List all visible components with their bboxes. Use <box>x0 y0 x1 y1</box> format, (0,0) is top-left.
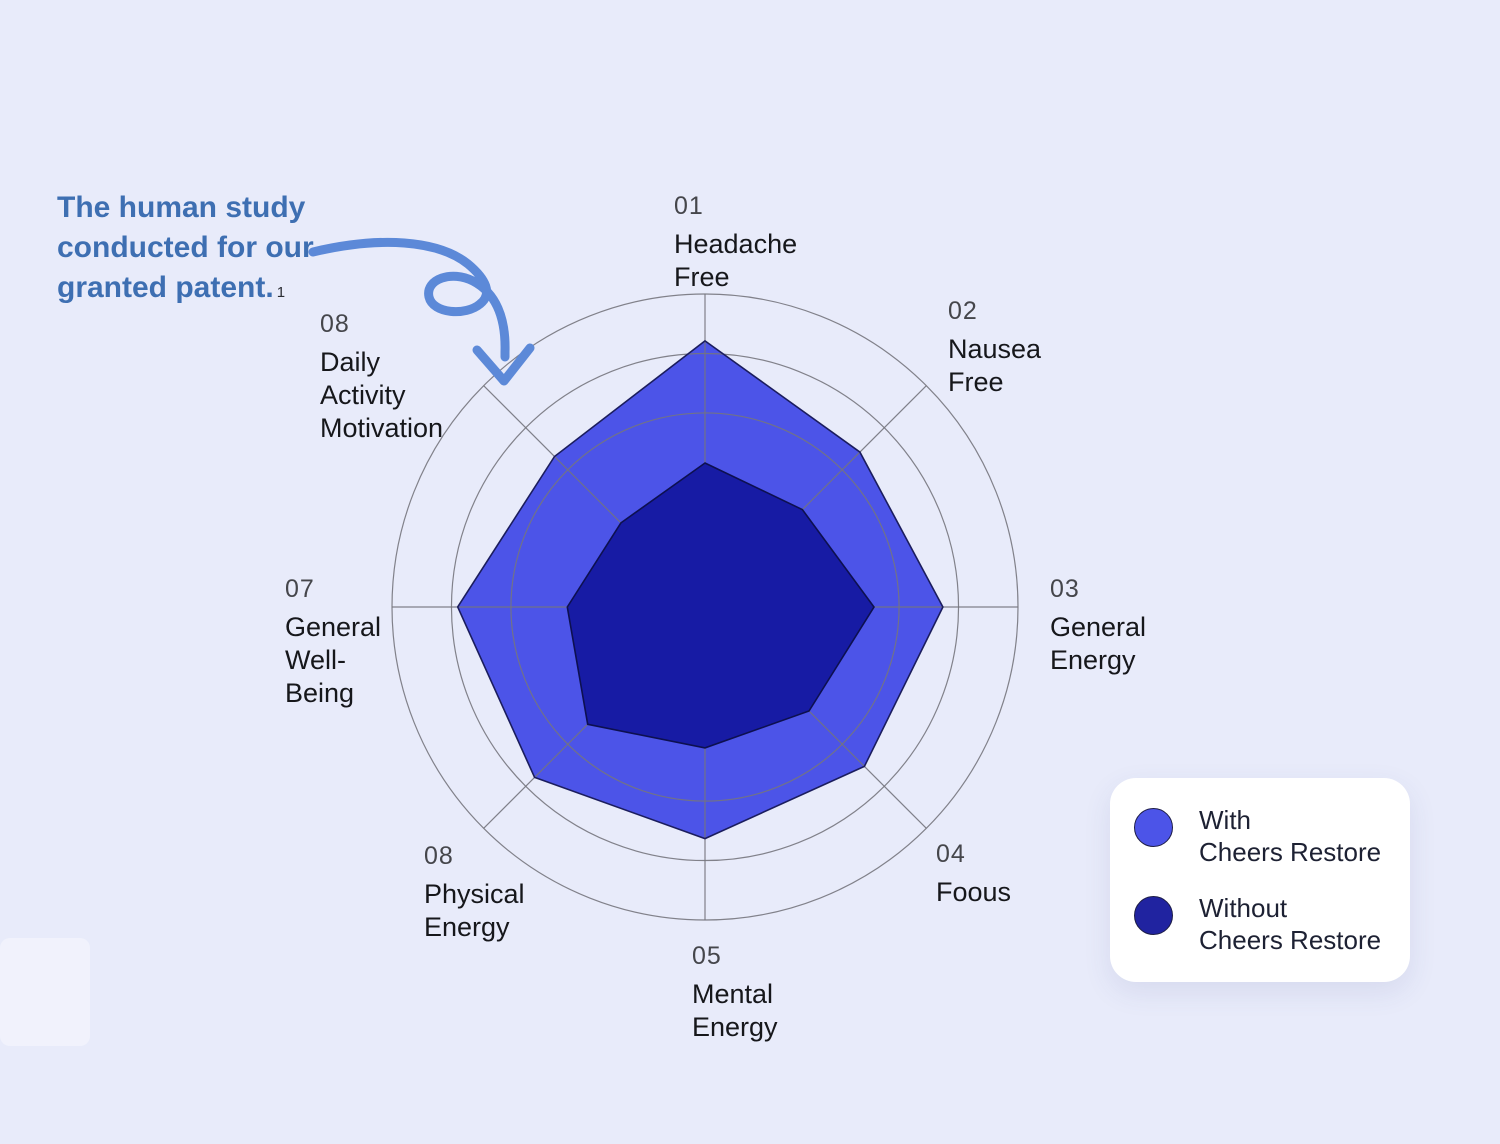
axis-label-7: 07 General Well- Being <box>285 575 381 710</box>
axis-number: 05 <box>692 942 722 970</box>
axis-label-2: 02 Nausea Free <box>948 297 1041 399</box>
annotation-line: The human study <box>57 191 306 224</box>
annotation-line: conducted for our <box>57 231 314 264</box>
axis-name: Headache Free <box>674 229 798 292</box>
axis-number: 03 <box>1050 575 1080 603</box>
axis-name: General Energy <box>1050 612 1147 675</box>
axis-number: 08 <box>424 842 454 870</box>
axis-label-6: 08 Physical Energy <box>424 842 525 944</box>
axis-number: 01 <box>674 192 704 220</box>
legend-label-with: With Cheers Restore <box>1199 805 1382 867</box>
legend-label-without: Without Cheers Restore <box>1199 893 1382 955</box>
axis-number: 04 <box>936 840 966 868</box>
axis-name: Mental Energy <box>692 979 778 1042</box>
without-cheers-swatch <box>1134 896 1173 935</box>
annotation-line: granted patent. <box>57 271 274 304</box>
axis-name: Nausea Free <box>948 334 1042 397</box>
legend-entry-with: With Cheers Restore <box>1134 804 1410 868</box>
annotation-text: The human study conducted for our grante… <box>57 188 347 313</box>
axis-label-5: 05 Mental Energy <box>692 942 778 1044</box>
footnote-marker: 1 <box>276 284 286 301</box>
axis-label-3: 03 General Energy <box>1050 575 1146 677</box>
axis-number: 07 <box>285 575 315 603</box>
ghost-rectangle <box>0 938 90 1046</box>
axis-name: Foous <box>936 877 1012 907</box>
axis-number: 02 <box>948 297 978 325</box>
legend-entry-without: Without Cheers Restore <box>1134 892 1410 956</box>
axis-number: 08 <box>320 310 350 338</box>
axis-label-1: 01 Headache Free <box>674 192 797 294</box>
axis-name: Daily Activity Motivation <box>320 347 444 443</box>
with-cheers-outline <box>456 339 944 840</box>
legend-card: With Cheers Restore Without Cheers Restore <box>1110 778 1410 982</box>
without-cheers-polygon <box>566 462 875 749</box>
axis-name: Physical Energy <box>424 879 525 942</box>
axis-label-8: 08 Daily Activity Motivation <box>320 310 443 445</box>
with-cheers-swatch <box>1134 808 1173 847</box>
axis-name: General Well- Being <box>285 612 382 708</box>
axis-label-4: 04 Foous <box>936 840 1011 909</box>
